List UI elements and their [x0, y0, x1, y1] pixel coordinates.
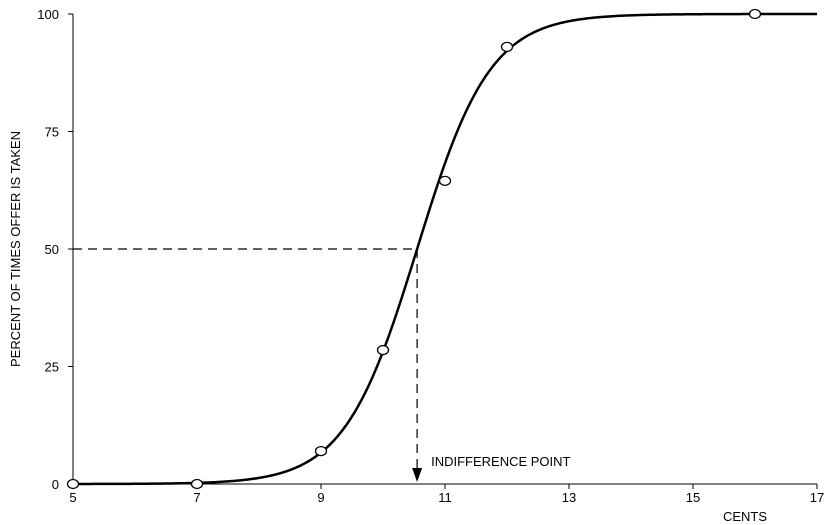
plot-area: 5 7 9 11 13 15 17 0 25 50 75 100 INDIFFERENCE POIN…	[37, 7, 824, 505]
x-tick-label: 11	[438, 490, 452, 505]
data-point	[376, 344, 390, 356]
y-ticks: 0 25 50 75 100	[37, 7, 73, 492]
indifference-point-label: INDIFFERENCE POINT	[431, 454, 570, 469]
x-tick-label: 17	[810, 490, 824, 505]
x-ticks: 5 7 9 11 13 15 17	[69, 484, 824, 505]
data-point	[748, 8, 762, 20]
y-axis-title: PERCENT OF TIMES OFFER IS TAKEN	[8, 131, 23, 367]
data-point	[438, 175, 452, 187]
x-tick-label: 13	[562, 490, 576, 505]
x-tick-label: 5	[69, 490, 76, 505]
indifference-guides	[73, 248, 423, 482]
data-point	[190, 478, 204, 490]
data-points	[66, 8, 762, 490]
y-tick-label: 100	[37, 7, 59, 22]
data-point	[314, 445, 328, 457]
data-point	[500, 41, 514, 53]
y-tick-label: 25	[45, 360, 59, 375]
x-tick-label: 7	[193, 490, 200, 505]
x-tick-label: 15	[686, 490, 700, 505]
y-tick-label: 50	[45, 242, 59, 257]
data-point	[66, 478, 80, 490]
arrowhead-icon	[412, 468, 423, 482]
y-tick-label: 75	[45, 125, 59, 140]
y-tick-label: 0	[52, 477, 59, 492]
x-tick-label: 9	[317, 490, 324, 505]
x-axis-title: CENTS	[723, 509, 767, 524]
